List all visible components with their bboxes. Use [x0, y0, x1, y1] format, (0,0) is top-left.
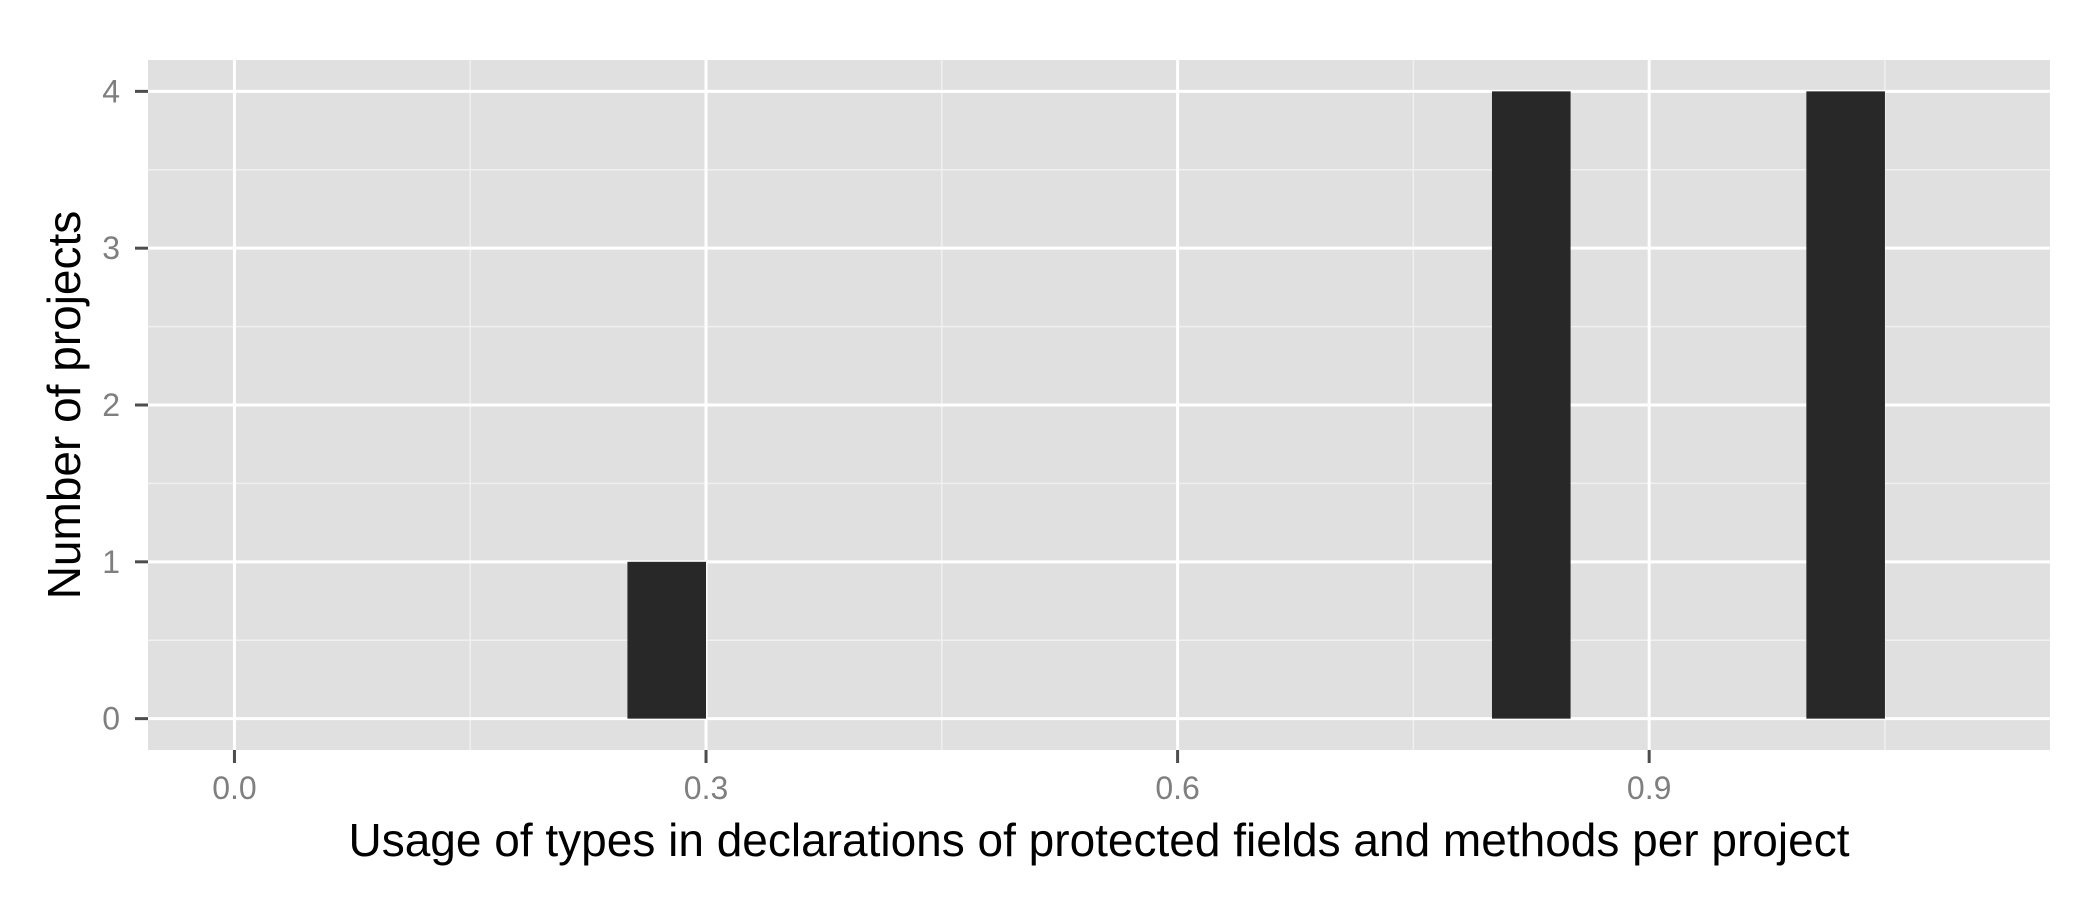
- x-tick-label: 0.0: [212, 770, 256, 806]
- histogram-bars: [627, 91, 1885, 719]
- y-axis-title: Number of projects: [38, 211, 90, 600]
- histogram-bar: [1491, 91, 1571, 719]
- x-tick-label: 0.3: [684, 770, 728, 806]
- y-tick-label: 1: [102, 544, 120, 580]
- y-tick-label: 2: [102, 387, 120, 423]
- y-axis: 0 1 2 3 4: [102, 73, 148, 737]
- x-axis: 0.0 0.3 0.6 0.9: [212, 750, 1671, 806]
- x-axis-title: Usage of types in declarations of protec…: [349, 814, 1850, 866]
- y-tick-label: 3: [102, 230, 120, 266]
- histogram-bar: [627, 561, 707, 719]
- y-tick-label: 0: [102, 701, 120, 737]
- y-tick-label: 4: [102, 73, 120, 109]
- histogram-bar: [1806, 91, 1885, 719]
- x-tick-label: 0.6: [1155, 770, 1199, 806]
- x-tick-label: 0.9: [1627, 770, 1671, 806]
